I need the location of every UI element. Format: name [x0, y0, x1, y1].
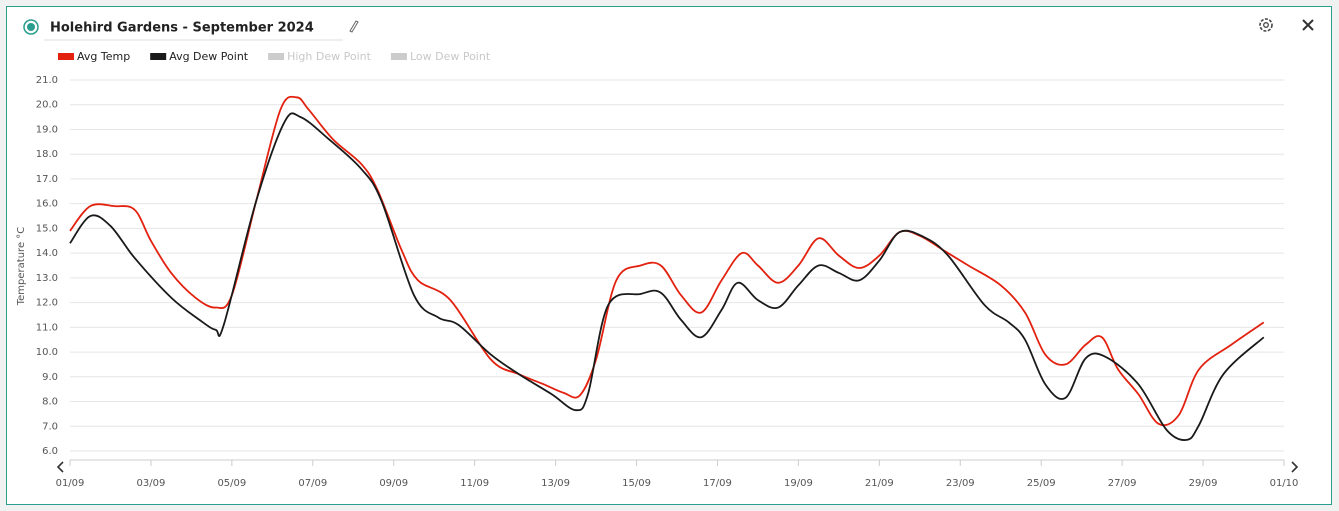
legend-item[interactable]: Avg Temp [58, 50, 130, 63]
x-tick-label: 01/10 [1270, 478, 1299, 489]
x-tick-label: 15/09 [622, 478, 651, 489]
x-tick-label: 27/09 [1108, 478, 1137, 489]
chart-title: Holehird Gardens - September 2024 [50, 21, 314, 36]
status-dot [27, 23, 35, 31]
edit-icon[interactable] [349, 20, 359, 33]
y-tick-label: 10.0 [36, 347, 58, 358]
close-icon[interactable] [1302, 19, 1314, 31]
x-tick-label: 11/09 [460, 478, 489, 489]
x-tick-label: 13/09 [541, 478, 570, 489]
y-tick-label: 15.0 [36, 223, 58, 234]
series-line [69, 112, 1265, 441]
y-tick-label: 21.0 [36, 75, 58, 86]
series-line [69, 95, 1265, 427]
y-tick-label: 9.0 [42, 372, 58, 383]
legend-label: Avg Temp [77, 50, 130, 63]
y-tick-label: 6.0 [42, 446, 58, 457]
legend-label: High Dew Point [287, 50, 372, 63]
x-tick-label: 29/09 [1189, 478, 1218, 489]
y-tick-label: 18.0 [36, 149, 58, 160]
y-tick-label: 12.0 [36, 298, 58, 309]
y-tick-label: 17.0 [36, 174, 58, 185]
legend-label: Avg Dew Point [169, 50, 249, 63]
y-tick-label: 14.0 [36, 248, 58, 259]
x-tick-label: 01/09 [56, 478, 85, 489]
x-tick-label: 21/09 [865, 478, 894, 489]
y-tick-label: 19.0 [36, 124, 58, 135]
status-icon[interactable] [23, 19, 39, 35]
y-tick-label: 11.0 [36, 322, 58, 333]
next-arrow[interactable] [1291, 461, 1299, 473]
x-tick-label: 03/09 [137, 478, 166, 489]
legend-item[interactable]: High Dew Point [268, 50, 372, 63]
x-tick-label: 05/09 [217, 478, 246, 489]
legend-swatch [150, 53, 167, 60]
y-axis-label: Temperature °C [16, 227, 27, 307]
x-tick-label: 09/09 [379, 478, 408, 489]
x-tick-label: 25/09 [1027, 478, 1056, 489]
settings-icon[interactable] [1259, 18, 1273, 32]
y-tick-label: 8.0 [42, 397, 58, 408]
x-tick-label: 23/09 [946, 478, 975, 489]
legend-swatch [390, 53, 407, 60]
x-tick-label: 17/09 [703, 478, 732, 489]
widget-panel [6, 6, 1332, 505]
y-tick-label: 16.0 [36, 199, 58, 210]
y-tick-label: 13.0 [36, 273, 58, 284]
legend-swatch [268, 53, 285, 60]
legend-item[interactable]: Low Dew Point [390, 50, 491, 63]
x-tick-label: 07/09 [298, 478, 327, 489]
prev-arrow[interactable] [56, 461, 64, 473]
y-tick-label: 7.0 [42, 421, 58, 432]
y-tick-label: 20.0 [36, 100, 58, 111]
legend-swatch [58, 53, 74, 60]
legend-label: Low Dew Point [410, 50, 491, 63]
x-tick-label: 19/09 [784, 478, 813, 489]
legend-item[interactable]: Avg Dew Point [150, 50, 249, 63]
